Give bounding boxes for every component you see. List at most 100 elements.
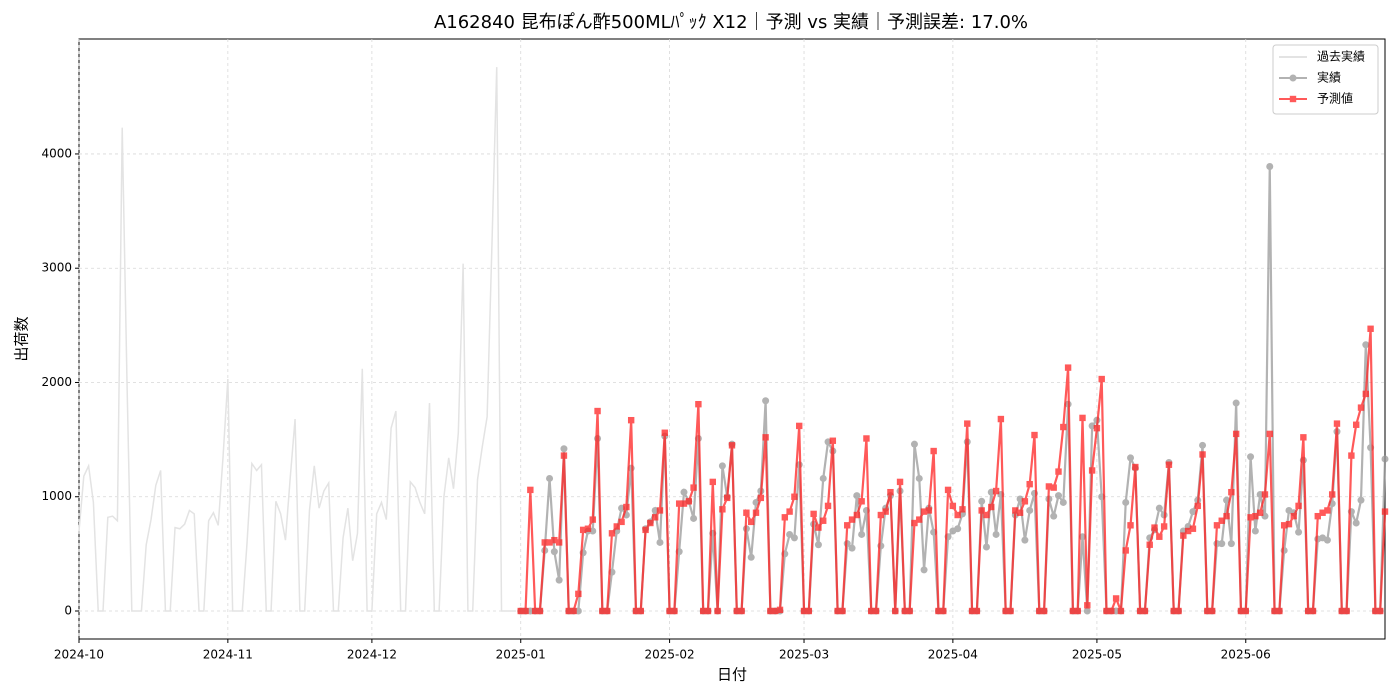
point xyxy=(944,486,952,494)
point xyxy=(680,488,688,496)
point xyxy=(1228,488,1235,496)
series-line xyxy=(78,67,516,612)
point xyxy=(968,607,976,615)
point xyxy=(1040,607,1048,615)
point xyxy=(618,518,625,526)
point xyxy=(964,420,971,427)
point xyxy=(1088,467,1096,474)
point xyxy=(709,478,716,486)
y-tick-label: 0 xyxy=(64,604,72,618)
point xyxy=(1175,607,1182,615)
point xyxy=(901,607,909,615)
point xyxy=(1218,517,1225,524)
point xyxy=(632,607,640,615)
point xyxy=(565,607,572,615)
point xyxy=(555,539,563,546)
point xyxy=(647,519,654,527)
point xyxy=(570,607,577,615)
point xyxy=(1271,607,1278,615)
point xyxy=(988,503,995,511)
point xyxy=(752,509,760,516)
point xyxy=(1155,504,1163,512)
point xyxy=(1093,424,1101,432)
legend-entry xyxy=(1279,74,1307,82)
point xyxy=(550,548,558,556)
point xyxy=(915,474,923,482)
point xyxy=(834,607,841,615)
point xyxy=(637,607,644,615)
point xyxy=(1060,423,1067,431)
point xyxy=(790,534,798,542)
point xyxy=(1199,441,1207,449)
point xyxy=(1098,375,1105,383)
point xyxy=(848,544,856,552)
x-tick-label: 2025-01 xyxy=(496,648,546,662)
point xyxy=(584,525,592,532)
point xyxy=(1276,607,1283,615)
point xyxy=(560,452,568,459)
point xyxy=(1237,607,1245,615)
x-tick-label: 2025-04 xyxy=(928,648,978,662)
y-tick-label: 4000 xyxy=(41,146,72,160)
point xyxy=(1290,512,1297,520)
point xyxy=(1055,468,1062,475)
point xyxy=(1213,522,1221,529)
point xyxy=(1016,509,1024,516)
point xyxy=(1218,540,1226,548)
point xyxy=(781,514,789,521)
y-axis-label: 出荷数 xyxy=(13,316,31,361)
point xyxy=(718,462,726,470)
plot-frame xyxy=(78,38,1386,640)
x-tick-label: 2025-06 xyxy=(1221,648,1271,662)
point xyxy=(1079,414,1086,422)
x-tick-label: 2024-10 xyxy=(54,648,104,662)
point xyxy=(1232,399,1240,407)
point xyxy=(762,397,770,405)
point xyxy=(589,516,596,523)
point xyxy=(719,506,726,513)
point xyxy=(1136,607,1144,615)
point xyxy=(1204,607,1211,615)
point xyxy=(1055,492,1062,500)
point xyxy=(920,566,928,574)
point xyxy=(1026,480,1033,488)
point xyxy=(791,493,798,500)
point xyxy=(1141,607,1149,615)
point xyxy=(1295,528,1303,536)
point xyxy=(603,607,611,615)
point xyxy=(531,607,539,615)
point xyxy=(1021,536,1029,544)
point xyxy=(930,447,937,455)
point xyxy=(1261,491,1269,498)
point xyxy=(541,539,548,546)
point xyxy=(623,503,630,511)
x-axis-label: 日付 xyxy=(717,666,747,684)
point xyxy=(872,607,880,615)
x-tick-label: 2024-12 xyxy=(347,648,397,662)
point xyxy=(661,429,668,436)
point xyxy=(1127,522,1134,529)
point xyxy=(1357,496,1365,504)
point xyxy=(1031,431,1038,439)
point xyxy=(1021,498,1029,505)
point xyxy=(820,517,827,524)
point xyxy=(853,511,861,519)
point xyxy=(656,507,664,514)
point xyxy=(1208,607,1216,615)
point xyxy=(1242,607,1249,615)
point xyxy=(819,474,827,482)
point xyxy=(1170,607,1177,615)
y-tick-label: 1000 xyxy=(41,489,72,503)
point xyxy=(767,607,774,615)
point xyxy=(997,415,1005,423)
point xyxy=(704,607,712,615)
point xyxy=(1247,514,1254,521)
legend-box xyxy=(1272,44,1379,115)
point xyxy=(1304,607,1312,615)
point xyxy=(1309,607,1317,615)
point xyxy=(868,607,875,615)
point xyxy=(1184,527,1192,535)
point xyxy=(1026,506,1034,514)
y-tick-label: 3000 xyxy=(41,261,72,275)
